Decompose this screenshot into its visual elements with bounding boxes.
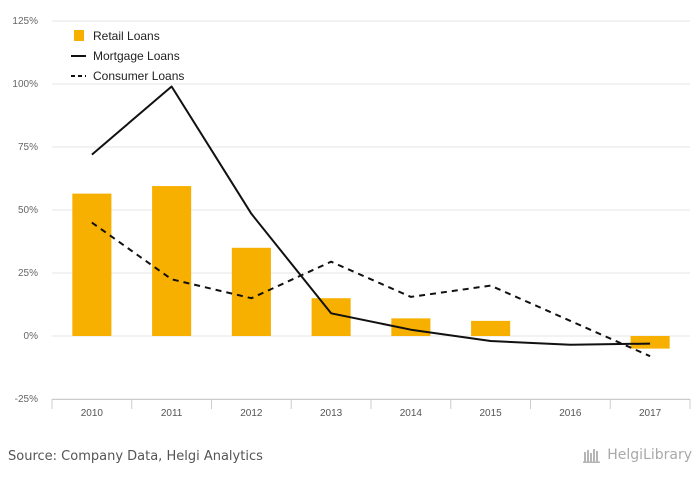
y-tick-label: 25% bbox=[18, 268, 38, 279]
x-tick-label: 2016 bbox=[559, 408, 582, 419]
retail-loans-bar bbox=[311, 298, 351, 336]
lines bbox=[91, 85, 651, 358]
bars bbox=[72, 186, 670, 349]
legend-label: Mortgage Loans bbox=[93, 49, 180, 63]
brand-logo: HelgiLibrary bbox=[583, 447, 692, 463]
axes: 125% 100% 75% 50% 25% 0% -25% 2010 2011 2012 2013 2… bbox=[12, 16, 691, 419]
retail-loans-bar bbox=[72, 193, 112, 336]
y-tick-label: 50% bbox=[18, 205, 38, 216]
y-tick-label: 100% bbox=[12, 79, 38, 90]
y-tick-label: 0% bbox=[24, 331, 39, 342]
x-tick-label: 2011 bbox=[161, 408, 183, 419]
legend-label: Consumer Loans bbox=[93, 69, 184, 83]
x-tick-label: 2014 bbox=[400, 408, 423, 419]
retail-loans-bar bbox=[231, 247, 271, 336]
legend-swatch-retail-loans bbox=[74, 30, 84, 41]
x-tick-label: 2013 bbox=[320, 408, 343, 419]
brand-name: HelgiLibrary bbox=[607, 447, 692, 463]
library-icon bbox=[583, 449, 601, 463]
source-note: Source: Company Data, Helgi Analytics bbox=[8, 449, 263, 464]
x-tick-label: 2015 bbox=[480, 408, 503, 419]
chart: 125% 100% 75% 50% 25% 0% -25% 2010 2011 2012 2013 2… bbox=[12, 16, 691, 419]
x-tick-label: 2010 bbox=[81, 408, 104, 419]
x-tick-label: 2017 bbox=[639, 408, 662, 419]
y-tick-label: 75% bbox=[18, 142, 38, 153]
consumer-loans-line bbox=[91, 221, 651, 358]
y-tick-label: 125% bbox=[12, 16, 38, 27]
legend: Retail Loans Mortgage Loans Consumer Loans bbox=[71, 29, 184, 83]
mortgage-loans-line bbox=[91, 85, 651, 346]
y-tick-label: -25% bbox=[15, 394, 38, 405]
legend-label: Retail Loans bbox=[93, 29, 160, 43]
retail-loans-bar bbox=[471, 320, 511, 336]
retail-loans-bar bbox=[630, 336, 670, 349]
x-tick-label: 2012 bbox=[240, 408, 263, 419]
retail-loans-bar bbox=[152, 186, 192, 336]
